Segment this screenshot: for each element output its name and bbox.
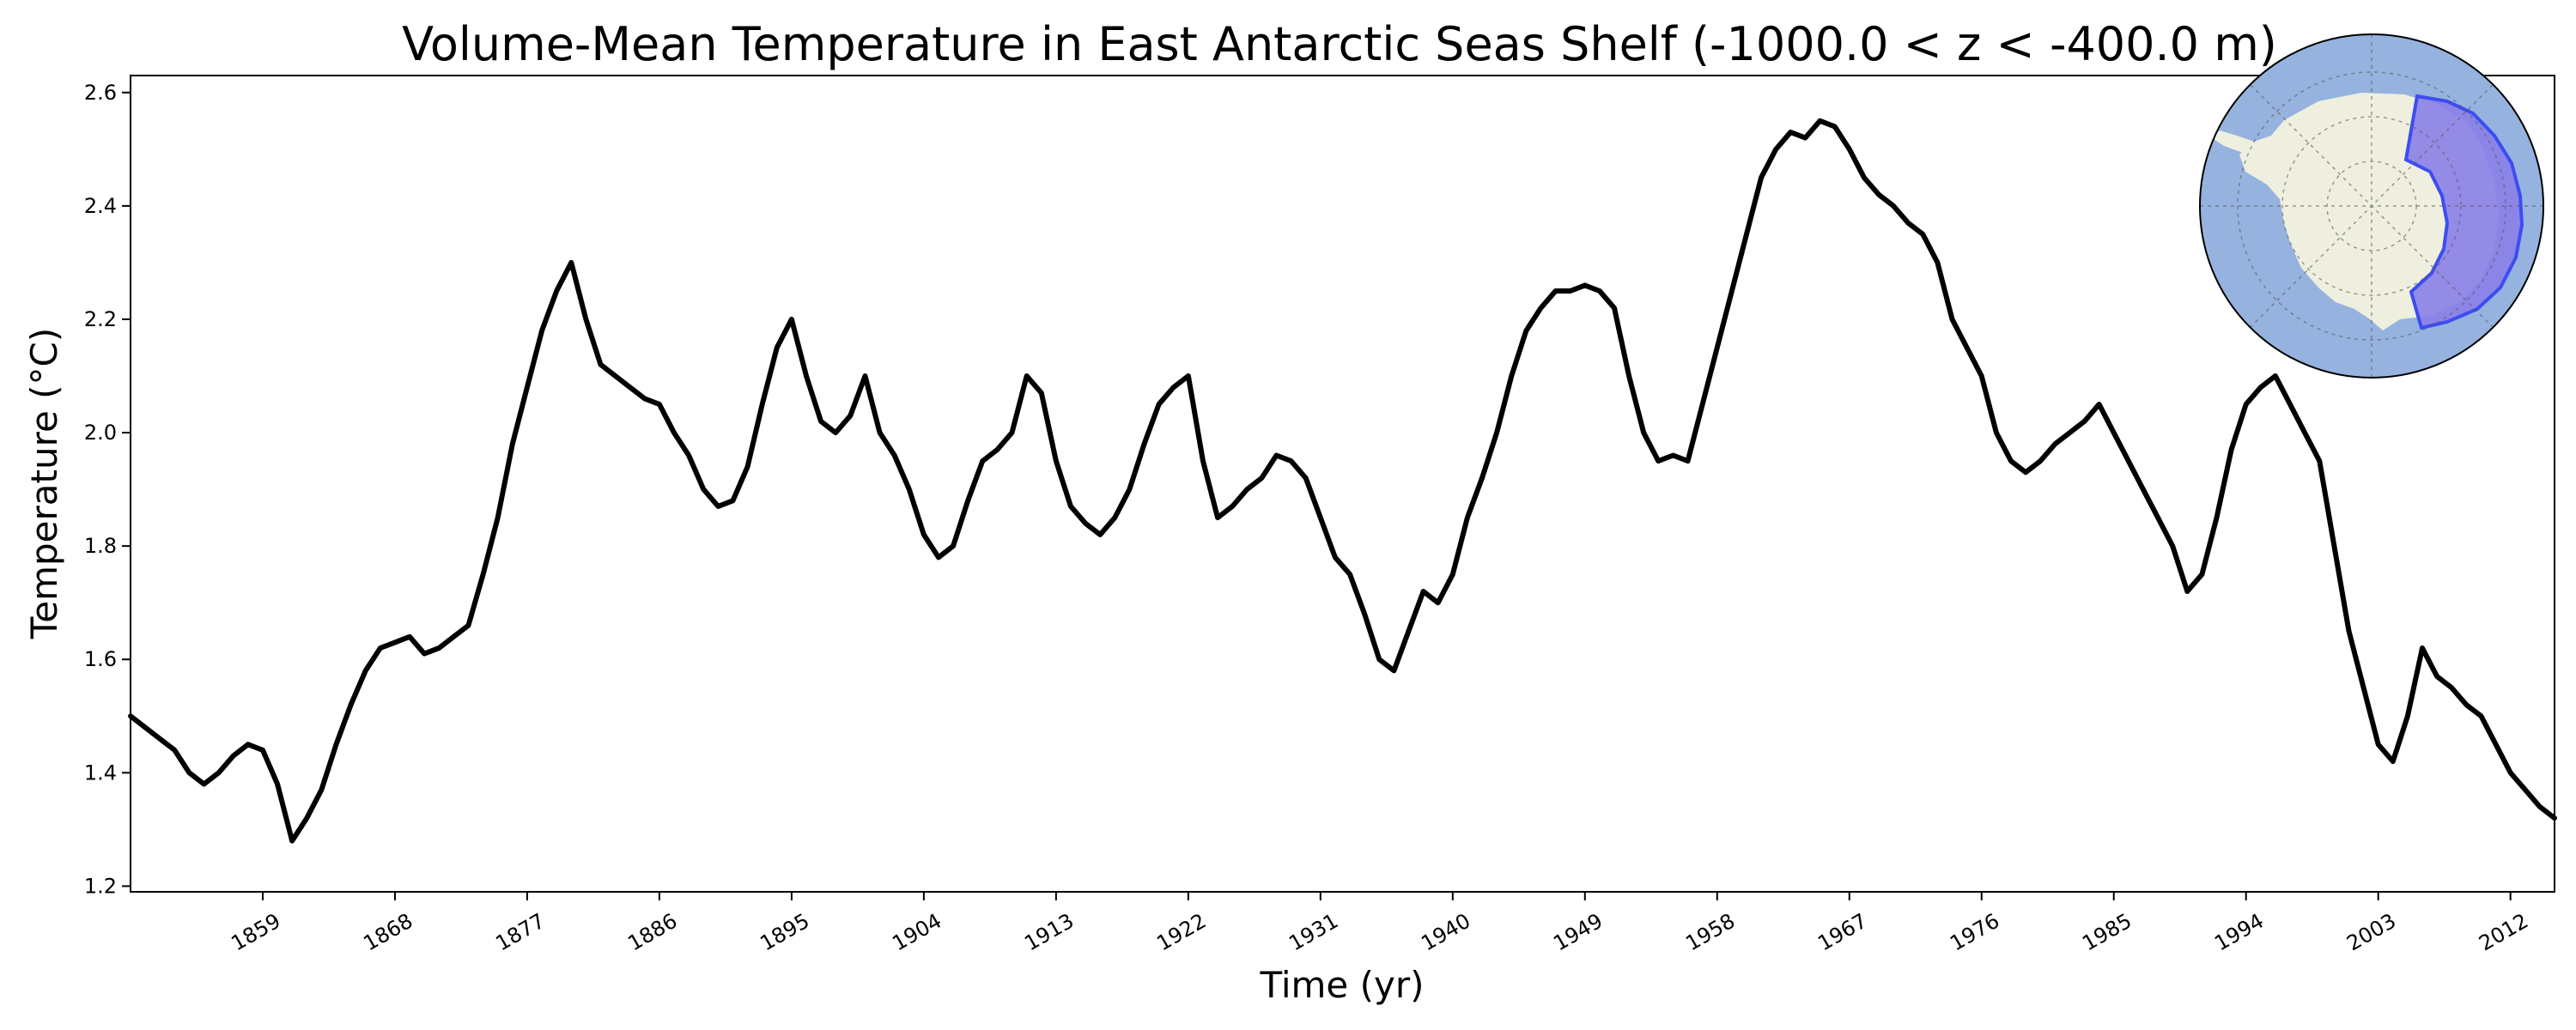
y-tick-label: 1.8: [84, 534, 117, 558]
x-tick-label: 1985: [2078, 909, 2136, 956]
x-tick-label: 2012: [2475, 909, 2532, 956]
x-tick-label: 1868: [360, 909, 417, 956]
y-tick-label: 2.4: [84, 194, 117, 218]
x-tick-label: 1976: [1946, 909, 2003, 956]
y-tick-label: 2.2: [84, 307, 117, 331]
x-tick-label: 1922: [1152, 909, 1210, 956]
east-antarctic-shelf-region: [2403, 94, 2524, 330]
x-tick-label: 1895: [756, 909, 813, 956]
x-tick-label: 1967: [1814, 909, 1871, 956]
chart-title: Volume-Mean Temperature in East Antarcti…: [402, 17, 2277, 71]
antarctica-inset-map: [2199, 33, 2544, 379]
x-tick-label: 1877: [491, 909, 549, 956]
x-tick-label: 2003: [2342, 909, 2400, 956]
y-axis: 1.2 1.4 1.6 1.8 2.0 2.2 2.4 2.6: [84, 81, 131, 898]
y-tick-label: 2.6: [84, 81, 117, 105]
x-tick-label: 1859: [228, 909, 285, 956]
y-tick-label: 1.4: [84, 760, 117, 785]
x-tick-label: 1931: [1285, 909, 1342, 956]
antarctic-peninsula: [2211, 130, 2257, 153]
y-tick-label: 2.0: [84, 421, 117, 445]
x-tick-label: 1940: [1417, 909, 1474, 956]
x-tick-label: 1958: [1681, 909, 1739, 956]
x-tick-label: 1949: [1549, 909, 1607, 956]
inset-graticule: [2200, 34, 2543, 378]
x-tick-label: 1994: [2210, 909, 2268, 956]
x-tick-label: 1913: [1020, 909, 1078, 956]
x-tick-label: 1886: [623, 909, 681, 956]
x-tick-label: 1904: [888, 909, 945, 956]
x-axis: 1859 1868 1877 1886 1895 1904 1913 1922 1931 1940…: [228, 892, 2532, 956]
y-tick-label: 1.2: [84, 874, 117, 898]
y-tick-label: 1.6: [84, 647, 117, 671]
series-layer: [128, 118, 2557, 844]
inset-border: [2199, 33, 2544, 379]
temperature-series-line: [128, 118, 2557, 844]
plot-area: [128, 75, 2557, 893]
y-axis-title: Temperature (°C): [23, 328, 65, 640]
plot-frame: [130, 75, 2555, 893]
x-axis-title: Time (yr): [1259, 964, 1424, 1006]
